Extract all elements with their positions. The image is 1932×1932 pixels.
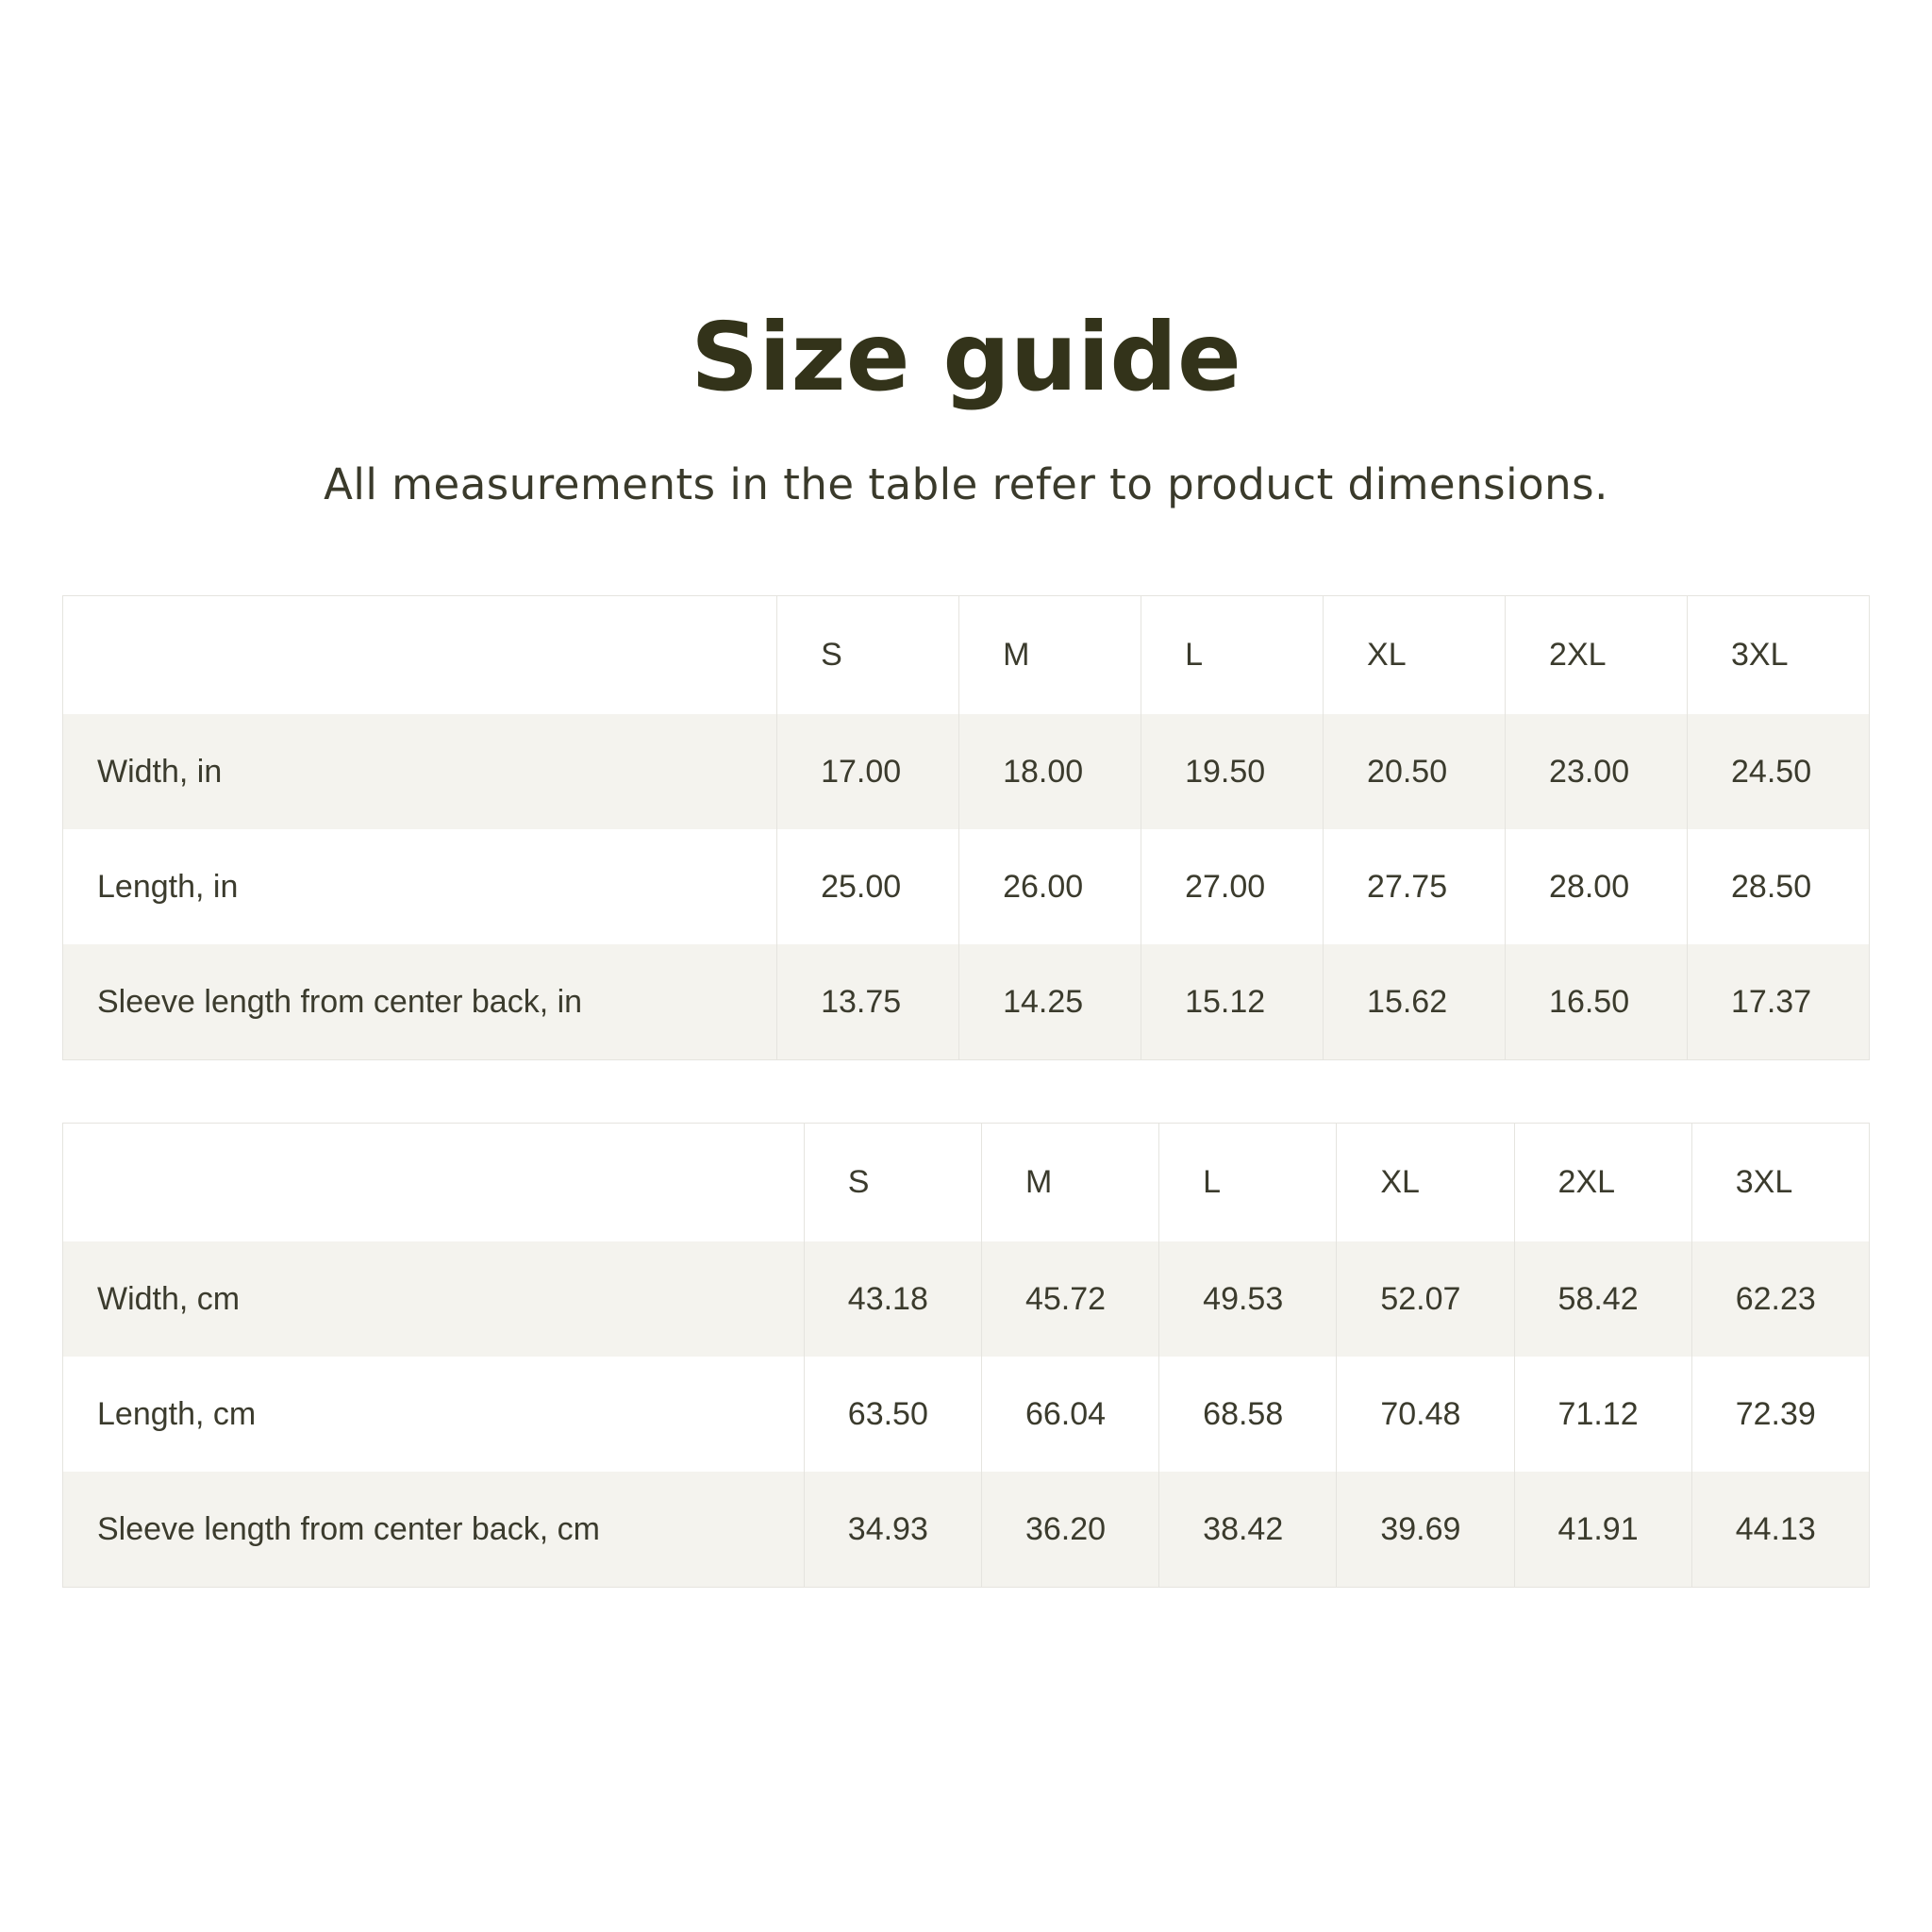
row-label: Sleeve length from center back, cm [97, 1510, 600, 1547]
table-row: Sleeve length from center back, in 13.75 1… [63, 944, 1869, 1059]
table-row: Length, in 25.00 26.00 27.00 27.75 28.00 28.50 [63, 829, 1869, 944]
size-value-cell: 20.50 [1323, 714, 1505, 829]
row-label: Length, in [97, 868, 239, 905]
size-value-cell: 44.13 [1690, 1472, 1869, 1587]
size-value-cell: 28.50 [1687, 829, 1869, 944]
size-column-header: 2XL [1505, 596, 1687, 714]
page-subtitle: All measurements in the table refer to p… [324, 459, 1608, 509]
size-value-cell: 36.20 [980, 1472, 1158, 1587]
table-row: Length, cm 63.50 66.04 68.58 70.48 71.12 72.39 [63, 1357, 1869, 1472]
corner-cell [63, 1124, 804, 1241]
size-column-header: S [776, 596, 958, 714]
size-value-cell: 27.75 [1323, 829, 1505, 944]
size-value-cell: 23.00 [1505, 714, 1687, 829]
size-column-header: M [980, 1124, 1158, 1241]
size-value-cell: 49.53 [1158, 1241, 1336, 1357]
size-value-cell: 70.48 [1336, 1357, 1513, 1472]
size-column-header: XL [1336, 1124, 1513, 1241]
size-value-cell: 13.75 [776, 944, 958, 1059]
size-guide-page: Size guide All measurements in the table… [62, 302, 1870, 1588]
size-table-centimeters: S M L XL 2XL 3XL Width, cm 43.18 45.72 49.53 52.07… [62, 1123, 1870, 1588]
size-value-cell: 28.00 [1505, 829, 1687, 944]
table-row: Width, in 17.00 18.00 19.50 20.50 23.00 24.50 [63, 714, 1869, 829]
size-value-cell: 15.12 [1141, 944, 1323, 1059]
row-label: Width, cm [97, 1280, 241, 1317]
corner-cell [63, 596, 776, 714]
size-value-cell: 24.50 [1687, 714, 1869, 829]
size-value-cell: 43.18 [803, 1241, 981, 1357]
size-value-cell: 18.00 [958, 714, 1141, 829]
size-value-cell: 15.62 [1323, 944, 1505, 1059]
size-value-cell: 45.72 [980, 1241, 1158, 1357]
size-column-header: L [1141, 596, 1323, 714]
size-value-cell: 17.37 [1687, 944, 1869, 1059]
size-value-cell: 27.00 [1141, 829, 1323, 944]
size-value-cell: 41.91 [1513, 1472, 1691, 1587]
size-value-cell: 26.00 [958, 829, 1141, 944]
header-row: S M L XL 2XL 3XL [63, 596, 1869, 714]
size-column-header: 3XL [1687, 596, 1869, 714]
row-label: Sleeve length from center back, in [97, 983, 583, 1020]
size-column-header: XL [1323, 596, 1505, 714]
size-column-header: M [958, 596, 1141, 714]
size-column-header: 2XL [1513, 1124, 1691, 1241]
size-value-cell: 34.93 [803, 1472, 981, 1587]
size-value-cell: 52.07 [1336, 1241, 1513, 1357]
size-value-cell: 25.00 [776, 829, 958, 944]
size-value-cell: 38.42 [1158, 1472, 1336, 1587]
size-value-cell: 14.25 [958, 944, 1141, 1059]
row-label: Length, cm [97, 1395, 257, 1432]
size-value-cell: 71.12 [1513, 1357, 1691, 1472]
size-value-cell: 66.04 [980, 1357, 1158, 1472]
row-label: Width, in [97, 753, 223, 790]
size-value-cell: 63.50 [803, 1357, 981, 1472]
size-value-cell: 62.23 [1690, 1241, 1869, 1357]
page-title: Size guide [691, 302, 1241, 412]
header-row: S M L XL 2XL 3XL [63, 1124, 1869, 1241]
size-value-cell: 58.42 [1513, 1241, 1691, 1357]
size-column-header: 3XL [1690, 1124, 1869, 1241]
size-column-header: S [803, 1124, 981, 1241]
size-value-cell: 72.39 [1690, 1357, 1869, 1472]
size-value-cell: 68.58 [1158, 1357, 1336, 1472]
table-row: Sleeve length from center back, cm 34.93 3… [63, 1472, 1869, 1587]
size-value-cell: 19.50 [1141, 714, 1323, 829]
size-value-cell: 17.00 [776, 714, 958, 829]
size-table-inches: S M L XL 2XL 3XL Width, in 17.00 18.00 19.50 20.50… [62, 595, 1870, 1060]
size-value-cell: 39.69 [1336, 1472, 1513, 1587]
size-value-cell: 16.50 [1505, 944, 1687, 1059]
table-row: Width, cm 43.18 45.72 49.53 52.07 58.42 62.23 [63, 1241, 1869, 1357]
size-column-header: L [1158, 1124, 1336, 1241]
